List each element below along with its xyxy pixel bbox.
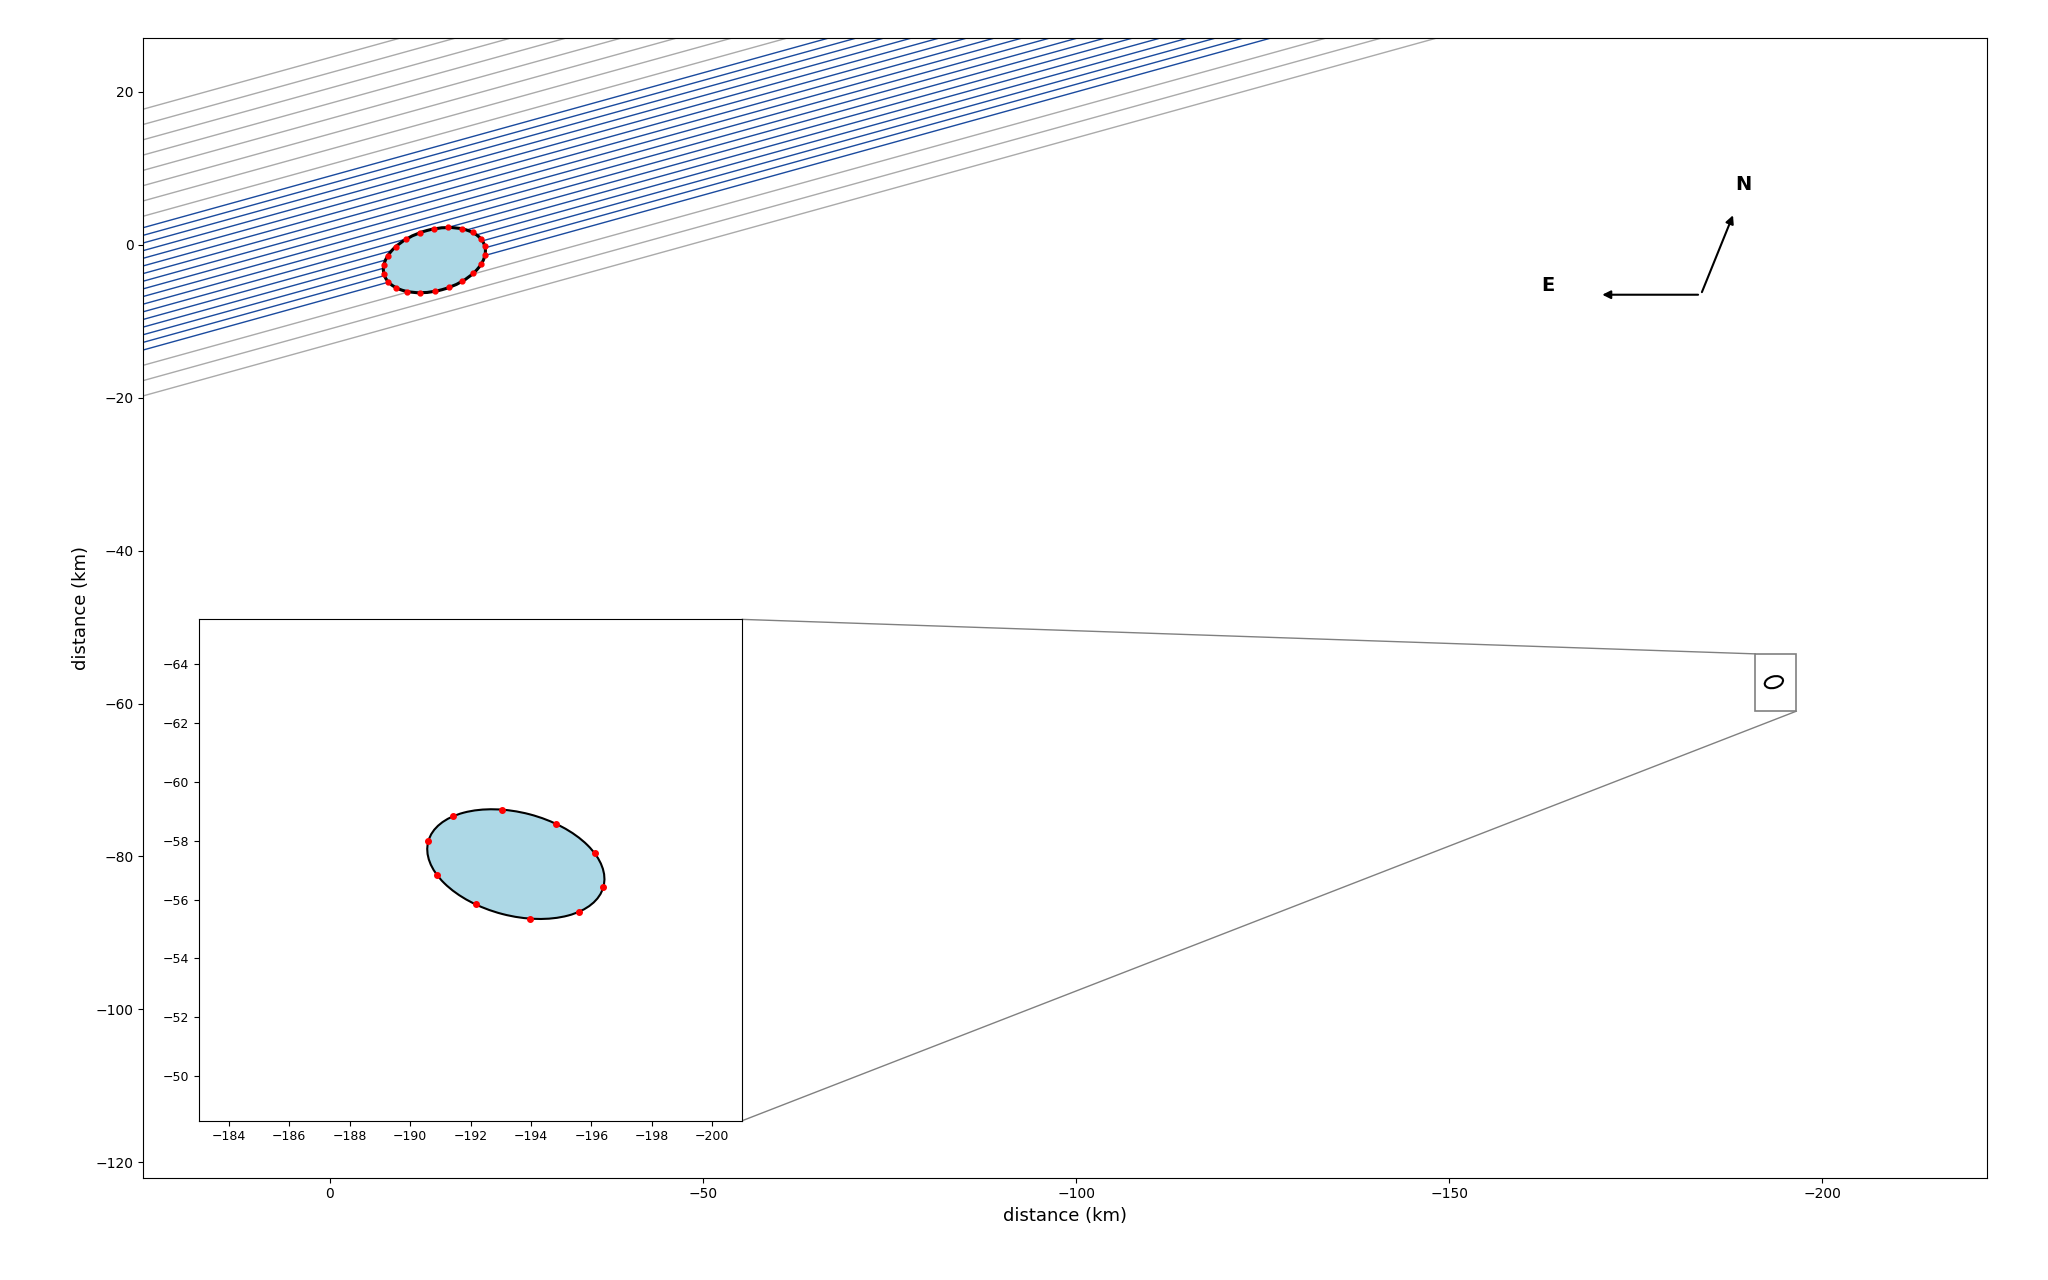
X-axis label: distance (km): distance (km) [1004,1207,1126,1225]
Bar [1755,654,1796,712]
Text: E: E [1542,276,1554,296]
Y-axis label: distance (km): distance (km) [72,547,90,669]
Text: N: N [1735,174,1751,193]
Ellipse shape [383,228,485,293]
